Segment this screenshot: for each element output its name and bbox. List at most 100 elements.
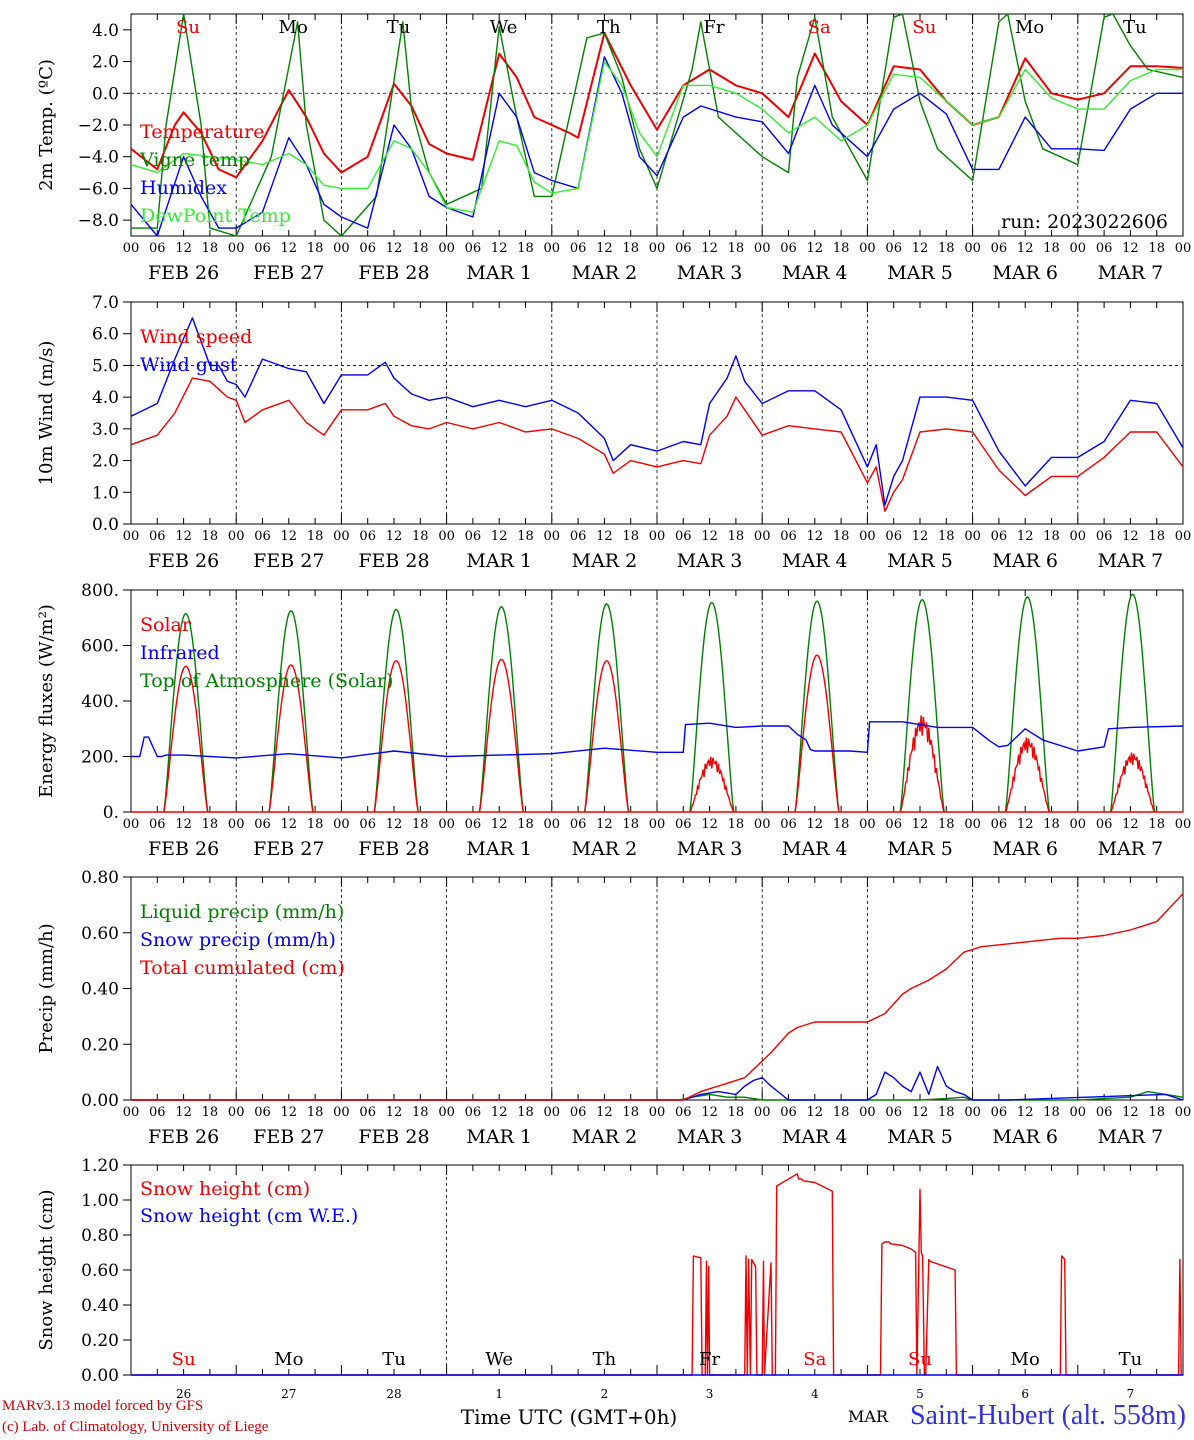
y-tick-label: 0.60 [81,924,119,944]
series-infrared [131,721,1184,759]
weekday-label: Fr [699,1349,720,1370]
hour-tick-label: 18 [833,817,850,832]
solar-curve [899,715,945,813]
hour-tick-label: 00 [649,529,666,544]
hour-tick-label: 00 [754,241,771,256]
date-label: FEB 26 [148,262,219,284]
hour-tick-label: 06 [675,529,692,544]
weekday-label: Su [908,1349,932,1370]
hour-tick-label: 00 [964,1105,981,1120]
hour-tick-label: 06 [254,529,271,544]
weekday-label: Mo [274,1349,303,1370]
hour-tick-label: 00 [859,1105,876,1120]
series-wind-gust [130,317,1184,506]
date-label: MAR 4 [782,262,848,284]
legend-entry: Humidex [140,177,227,199]
y-tick-label: 0.00 [81,1366,119,1386]
hour-tick-label: 12 [701,1105,718,1120]
series-dewpoint-temp [130,60,1183,213]
toa-solar-curve [1004,596,1050,813]
solar-curve [794,654,840,813]
hour-tick-label: 18 [1043,1105,1060,1120]
y-tick-label: 0.0 [92,515,119,535]
date-label: MAR 2 [572,262,638,284]
hour-tick-label: 12 [491,241,508,256]
y-tick-label: 0.80 [81,868,119,888]
hour-tick-label: 18 [728,1105,745,1120]
toa-solar-curve [689,601,735,813]
hour-tick-label: 00 [544,529,561,544]
hour-tick-label: 06 [570,529,587,544]
legend-entry: Snow height (cm W.E.) [140,1205,358,1227]
hour-tick-label: 06 [991,817,1008,832]
date-label: MAR 7 [1098,550,1164,572]
hour-tick-label: 12 [281,817,298,832]
series-snow-height-cm- [131,1173,1182,1376]
hour-tick-label: 00 [964,241,981,256]
hour-tick-label: 06 [675,817,692,832]
hour-tick-label: 18 [202,1105,219,1120]
legend-entry: Top of Atmosphere (Solar) [140,670,393,692]
hour-tick-label: 18 [622,817,639,832]
weekday-label: Fr [703,17,724,38]
hour-tick-label: 00 [333,817,350,832]
day-number-label: 1 [495,1387,503,1401]
y-tick-label: 0.0 [92,84,119,104]
date-label: MAR 4 [782,550,848,572]
hour-tick-label: 18 [938,1105,955,1120]
solar-curve [584,660,630,813]
date-label: FEB 27 [253,838,324,860]
y-tick-label: 800. [81,581,119,601]
hour-tick-label: 12 [807,1105,824,1120]
hour-tick-label: 06 [991,529,1008,544]
date-label: MAR 3 [677,1126,743,1148]
date-label: MAR 5 [887,262,953,284]
hour-tick-label: 12 [491,529,508,544]
hour-tick-label: 06 [359,817,376,832]
hour-tick-label: 00 [228,241,245,256]
hour-tick-label: 00 [649,241,666,256]
y-tick-label: 2.0 [92,53,119,73]
hour-tick-label: 00 [649,817,666,832]
hour-tick-label: 00 [964,529,981,544]
hour-tick-label: 18 [833,529,850,544]
series-humidex [130,56,1183,237]
toa-solar-curve [163,612,209,813]
hour-tick-label: 12 [281,241,298,256]
hour-tick-label: 12 [1017,529,1034,544]
hour-tick-label: 18 [622,1105,639,1120]
hour-tick-label: 06 [991,241,1008,256]
y-tick-label: 0.80 [81,1226,119,1246]
series-vigne-temp [131,13,1184,237]
hour-tick-label: 12 [386,529,403,544]
hour-tick-label: 18 [307,241,324,256]
hour-tick-label: 18 [728,241,745,256]
hour-tick-label: 00 [228,1105,245,1120]
hour-tick-label: 00 [228,529,245,544]
legend-entry: Total cumulated (cm) [140,957,345,979]
date-label: MAR 2 [572,1126,638,1148]
day-number-label: 28 [386,1387,401,1401]
hour-tick-label: 12 [1122,817,1139,832]
y-tick-label: −8.0 [78,211,119,231]
toa-solar-curve [373,608,419,813]
legend-entry: Snow precip (mm/h) [140,929,336,951]
day-number-label: 4 [811,1387,819,1401]
hour-tick-label: 18 [202,529,219,544]
y-axis-label: 2m Temp. (ºC) [36,59,57,191]
hour-tick-label: 18 [833,1105,850,1120]
y-tick-label: 5.0 [92,356,119,376]
run-label: run: 2023022606 [1001,211,1168,233]
hour-tick-label: 00 [544,241,561,256]
y-tick-label: 0.40 [81,1296,119,1316]
hour-tick-label: 06 [1096,1105,1113,1120]
hour-tick-label: 12 [596,1105,613,1120]
toa-solar-curve [1110,593,1156,813]
series-snow-precip-mm-h- [131,1065,1184,1101]
hour-tick-label: 06 [675,1105,692,1120]
hour-tick-label: 12 [807,817,824,832]
hour-tick-label: 00 [438,1105,455,1120]
hour-tick-label: 06 [780,1105,797,1120]
hour-tick-label: 18 [728,817,745,832]
toa-solar-curve [899,598,945,813]
